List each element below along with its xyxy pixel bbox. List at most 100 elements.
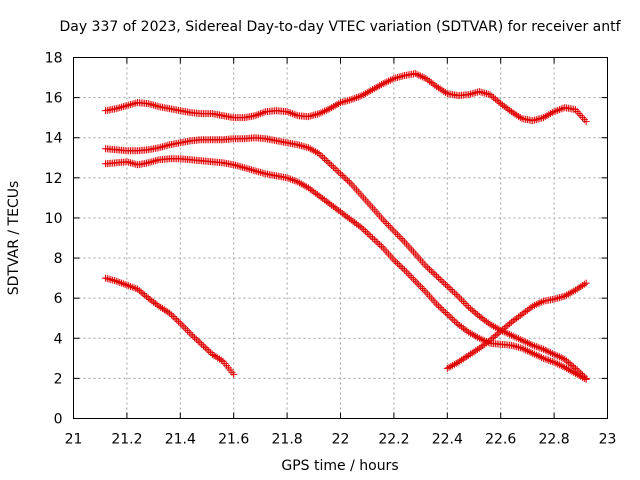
data-point bbox=[395, 73, 403, 81]
data-point bbox=[329, 103, 337, 111]
data-point bbox=[470, 308, 478, 316]
data-point bbox=[328, 161, 336, 169]
data-point bbox=[304, 184, 312, 192]
data-point bbox=[128, 100, 136, 108]
data-point bbox=[182, 325, 190, 333]
data-point bbox=[563, 291, 571, 299]
data-point bbox=[516, 114, 524, 121]
data-point bbox=[408, 273, 416, 281]
data-point bbox=[134, 285, 142, 293]
data-point bbox=[450, 317, 458, 325]
data-point bbox=[347, 96, 355, 104]
data-point bbox=[498, 101, 506, 109]
data-point bbox=[214, 354, 222, 362]
data-point bbox=[461, 354, 469, 362]
data-point bbox=[463, 327, 471, 335]
data-point bbox=[162, 307, 170, 315]
data-point bbox=[119, 280, 127, 288]
data-point bbox=[452, 319, 460, 327]
data-point bbox=[207, 349, 215, 357]
data-point bbox=[477, 314, 485, 322]
x-tick-label: 23 bbox=[599, 432, 617, 448]
data-point bbox=[504, 321, 512, 329]
data-point bbox=[484, 319, 492, 327]
x-tick-label: 21.4 bbox=[165, 432, 196, 448]
data-point bbox=[374, 239, 382, 247]
data-point bbox=[427, 79, 435, 87]
data-point bbox=[566, 289, 574, 297]
data-point bbox=[126, 282, 134, 290]
data-point bbox=[461, 326, 469, 334]
data-point bbox=[532, 116, 540, 124]
data-point bbox=[196, 339, 204, 347]
data-point bbox=[515, 112, 522, 120]
series-track-1 bbox=[102, 70, 590, 126]
data-point bbox=[335, 207, 343, 215]
data-point bbox=[545, 111, 553, 119]
data-point bbox=[326, 160, 334, 168]
y-tick-label: 18 bbox=[45, 51, 63, 67]
data-point bbox=[296, 141, 304, 149]
data-point bbox=[338, 209, 346, 217]
data-point bbox=[390, 256, 398, 264]
data-point bbox=[258, 109, 266, 117]
data-point bbox=[440, 279, 448, 287]
data-point bbox=[538, 298, 546, 306]
data-point bbox=[502, 104, 510, 112]
data-point bbox=[482, 339, 490, 347]
data-point bbox=[452, 290, 460, 298]
data-point bbox=[349, 95, 357, 103]
data-point bbox=[566, 366, 574, 374]
data-point bbox=[475, 334, 483, 342]
data-point bbox=[299, 142, 307, 150]
data-point bbox=[461, 300, 469, 308]
data-point bbox=[395, 232, 403, 240]
data-point bbox=[580, 280, 588, 288]
data-point bbox=[253, 167, 261, 175]
data-point bbox=[319, 108, 327, 116]
data-point bbox=[139, 290, 147, 298]
data-point bbox=[550, 108, 558, 116]
series-track-5 bbox=[443, 279, 590, 372]
data-point bbox=[536, 344, 544, 352]
data-point bbox=[570, 287, 578, 295]
data-point bbox=[365, 88, 373, 96]
data-point bbox=[328, 104, 336, 112]
data-point bbox=[333, 205, 341, 213]
data-point bbox=[534, 352, 542, 360]
data-point bbox=[370, 236, 378, 244]
data-point bbox=[331, 165, 339, 173]
data-point bbox=[561, 292, 569, 300]
data-point bbox=[547, 110, 555, 118]
x-tick-label: 22.4 bbox=[432, 432, 463, 448]
data-point bbox=[141, 291, 149, 299]
data-point bbox=[401, 266, 409, 274]
data-point bbox=[215, 355, 223, 363]
data-point bbox=[543, 112, 551, 120]
data-point bbox=[511, 316, 519, 324]
y-tick-label: 16 bbox=[45, 91, 63, 107]
data-point bbox=[575, 371, 583, 379]
data-point bbox=[417, 72, 425, 80]
x-tick-label: 22.2 bbox=[378, 432, 409, 448]
data-point bbox=[459, 355, 467, 363]
data-point bbox=[367, 87, 375, 95]
data-point bbox=[433, 83, 441, 91]
data-point bbox=[347, 216, 355, 224]
data-point bbox=[344, 177, 352, 185]
data-point bbox=[144, 294, 152, 302]
data-point bbox=[130, 284, 138, 292]
data-point bbox=[511, 342, 519, 350]
data-point bbox=[361, 227, 369, 235]
data-point bbox=[429, 80, 437, 88]
data-point bbox=[239, 163, 247, 171]
data-point bbox=[477, 343, 485, 351]
data-point bbox=[466, 329, 474, 337]
data-point bbox=[557, 354, 565, 362]
data-point bbox=[296, 179, 304, 187]
data-point bbox=[333, 166, 341, 174]
data-point bbox=[511, 333, 519, 341]
data-point bbox=[579, 281, 587, 289]
series-track-3 bbox=[102, 155, 590, 383]
data-point bbox=[564, 358, 572, 366]
